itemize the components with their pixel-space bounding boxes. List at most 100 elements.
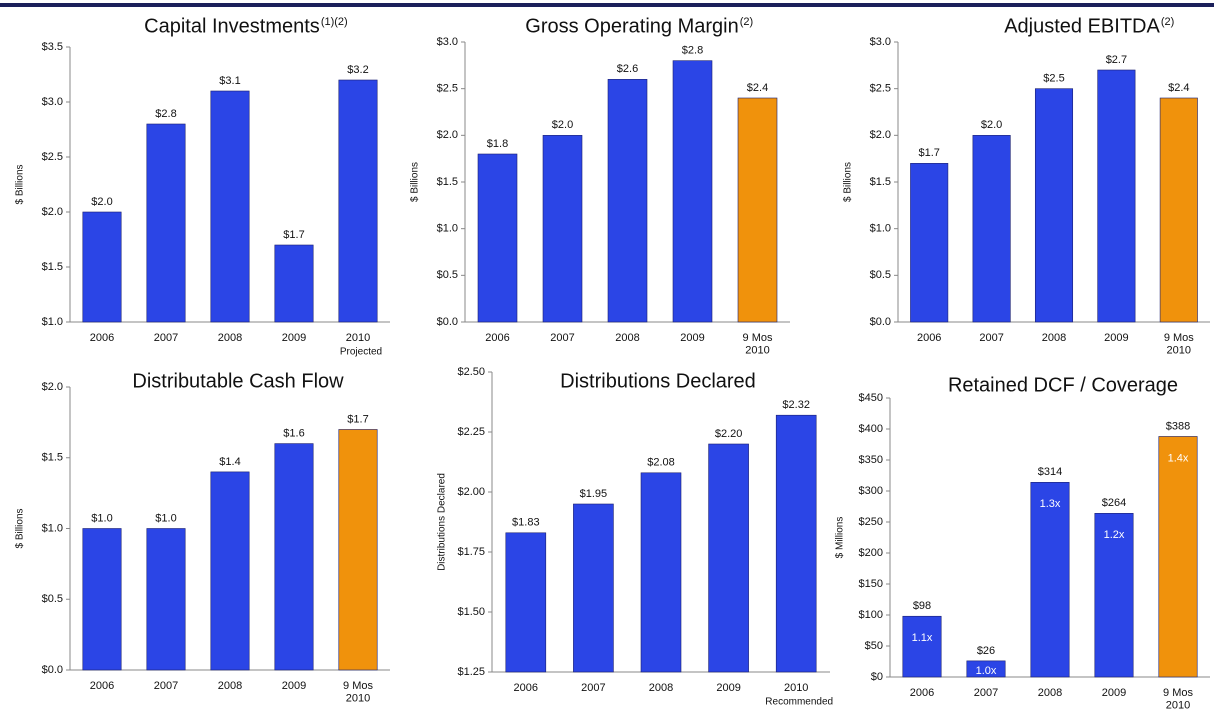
y-tick-label: $1.5 (42, 452, 63, 464)
y-tick-label: $2.0 (437, 129, 458, 141)
bar (1094, 513, 1134, 678)
x-tick-label: 2008 (1038, 687, 1062, 699)
value-label: $1.6 (283, 428, 304, 440)
y-tick-label: $2.5 (437, 83, 458, 95)
category-note: Recommended (765, 697, 833, 708)
x-tick-label: 2008 (615, 332, 639, 344)
bar (477, 153, 518, 323)
y-axis-label: $ Millions (835, 517, 846, 559)
value-label: $1.95 (580, 488, 608, 500)
inner-label: 1.3x (1040, 498, 1061, 510)
bar (274, 244, 314, 323)
bar (82, 528, 122, 671)
y-tick-label: $400 (859, 423, 883, 435)
bar (775, 414, 817, 673)
y-tick-label: $2.5 (42, 151, 63, 163)
chart-title: Adjusted EBITDA (1004, 15, 1160, 37)
value-label: $26 (977, 645, 995, 657)
bar (573, 503, 614, 673)
x-tick-label: 2007 (154, 332, 178, 344)
value-label: $2.4 (747, 82, 768, 94)
y-axis-label: Distributions Declared (437, 473, 448, 571)
value-label: $1.8 (487, 138, 508, 150)
y-tick-label: $200 (859, 547, 883, 559)
value-label: $2.5 (1043, 73, 1064, 85)
x-tick-label: 2008 (1042, 332, 1066, 344)
inner-label: 1.4x (1168, 452, 1189, 464)
x-tick-label: 2007 (581, 682, 605, 694)
chart-title: Retained DCF / Coverage (948, 374, 1178, 396)
bar (210, 90, 250, 323)
y-tick-label: $250 (859, 516, 883, 528)
x-tick-label: 2007 (979, 332, 1003, 344)
bar (640, 472, 682, 673)
y-tick-label: $0.0 (42, 664, 63, 676)
value-label: $1.7 (918, 147, 939, 159)
value-label: $2.8 (682, 45, 703, 57)
bar (82, 211, 122, 323)
value-label: $1.7 (347, 413, 368, 425)
y-axis-label: $ Billions (15, 508, 26, 548)
bar (1159, 97, 1198, 323)
x-tick-label: 2008 (218, 680, 242, 692)
y-tick-label: $1.0 (42, 316, 63, 328)
y-tick-label: $1.0 (437, 223, 458, 235)
value-label: $3.2 (347, 64, 368, 76)
x-tick-label: 2006 (90, 332, 114, 344)
y-tick-label: $1.0 (42, 522, 63, 534)
value-label: $2.6 (617, 63, 638, 75)
bar (607, 79, 648, 323)
bar (274, 443, 314, 671)
bar (1158, 436, 1198, 678)
value-label: $2.0 (91, 196, 112, 208)
value-label: $2.08 (647, 457, 675, 469)
bar (966, 660, 1006, 678)
x-tick-label: 2010 (346, 332, 370, 344)
x-tick-label: 2010 (784, 682, 808, 694)
x-tick-label: 2007 (974, 687, 998, 699)
x-tick-label: 2009 (1104, 332, 1128, 344)
value-label: $2.20 (715, 428, 743, 440)
x-tick-label: 2006 (910, 687, 934, 699)
value-label: $2.0 (981, 119, 1002, 131)
x-tick-label: 2009 (1102, 687, 1126, 699)
value-label: $2.4 (1168, 82, 1189, 94)
bar (210, 471, 250, 671)
bar (910, 163, 949, 323)
chart-title: Gross Operating Margin (525, 15, 738, 37)
y-tick-label: $0.5 (870, 269, 891, 281)
y-tick-label: $1.5 (437, 176, 458, 188)
y-tick-label: $2.00 (457, 486, 485, 498)
category-note: Projected (340, 347, 382, 358)
value-label: $2.8 (155, 108, 176, 120)
x-tick-label: 2008 (649, 682, 673, 694)
x-tick-label: 2008 (218, 332, 242, 344)
bar (902, 615, 942, 678)
bar (542, 135, 583, 323)
x-tick-label: 9 Mos 2010 (1163, 687, 1193, 712)
x-tick-label: 9 Mos 2010 (343, 680, 373, 705)
inner-label: 1.2x (1104, 529, 1125, 541)
x-tick-label: 2006 (90, 680, 114, 692)
y-tick-label: $350 (859, 454, 883, 466)
value-label: $98 (913, 600, 931, 612)
bar (672, 60, 713, 323)
bar (1030, 482, 1070, 678)
value-label: $264 (1102, 497, 1126, 509)
bar (505, 532, 547, 673)
y-tick-label: $1.0 (870, 223, 891, 235)
y-tick-label: $2.0 (42, 206, 63, 218)
x-tick-label: 2009 (716, 682, 740, 694)
bar (737, 97, 778, 323)
top-rule (0, 3, 1214, 7)
chart-title: Distributable Cash Flow (132, 370, 344, 392)
y-tick-label: $3.5 (42, 41, 63, 53)
x-tick-label: 2006 (514, 682, 538, 694)
x-tick-label: 2009 (680, 332, 704, 344)
y-tick-label: $1.50 (457, 606, 485, 618)
value-label: $1.83 (512, 517, 540, 529)
value-label: $2.7 (1106, 54, 1127, 66)
value-label: $314 (1038, 466, 1062, 478)
chart-title: Capital Investments (144, 15, 320, 37)
